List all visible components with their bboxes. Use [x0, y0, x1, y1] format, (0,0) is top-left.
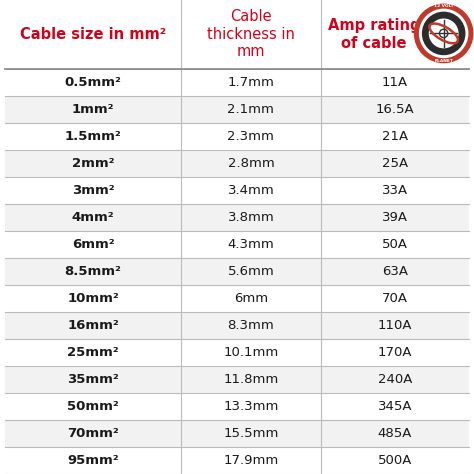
Text: 4.3mm: 4.3mm [228, 238, 274, 251]
Text: Cable size in mm²: Cable size in mm² [20, 27, 166, 42]
Text: 70A: 70A [382, 292, 408, 305]
Bar [5, 285, 469, 312]
Text: 35mm²: 35mm² [67, 373, 119, 386]
Bar [5, 312, 469, 339]
Text: 12 VOLT: 12 VOLT [434, 4, 454, 8]
Text: Cable
thickness in
mm: Cable thickness in mm [207, 9, 295, 59]
Text: 2.8mm: 2.8mm [228, 157, 274, 170]
Text: 2.1mm: 2.1mm [228, 103, 274, 116]
Circle shape [428, 18, 459, 48]
Text: 16mm²: 16mm² [67, 319, 119, 332]
Text: 170A: 170A [378, 346, 412, 359]
Bar [5, 231, 469, 258]
Bar [5, 339, 469, 366]
Text: PLANET: PLANET [434, 59, 453, 63]
Bar [5, 123, 469, 150]
Bar [5, 69, 469, 96]
Text: 25mm²: 25mm² [67, 346, 119, 359]
Bar [5, 366, 469, 393]
Text: 0.5mm²: 0.5mm² [64, 76, 121, 89]
Text: 13.3mm: 13.3mm [223, 400, 279, 413]
Text: 33A: 33A [382, 184, 408, 197]
Text: 10.1mm: 10.1mm [223, 346, 279, 359]
Text: 8.5mm²: 8.5mm² [64, 265, 121, 278]
Text: 1.5mm²: 1.5mm² [64, 130, 121, 143]
Text: Amp rating
of cable: Amp rating of cable [328, 18, 420, 51]
Bar [5, 150, 469, 177]
Text: 240A: 240A [378, 373, 412, 386]
Text: 21A: 21A [382, 130, 408, 143]
Text: 63A: 63A [382, 265, 408, 278]
Bar [5, 447, 469, 474]
Text: 6mm: 6mm [234, 292, 268, 305]
Text: 15.5mm: 15.5mm [223, 427, 279, 440]
Bar [5, 393, 469, 420]
Text: 485A: 485A [378, 427, 412, 440]
Text: 2mm²: 2mm² [72, 157, 114, 170]
Text: 25A: 25A [382, 157, 408, 170]
Text: 16.5A: 16.5A [375, 103, 414, 116]
Text: 70mm²: 70mm² [67, 427, 119, 440]
Circle shape [419, 9, 468, 58]
Text: 6mm²: 6mm² [72, 238, 114, 251]
Text: 3mm²: 3mm² [72, 184, 114, 197]
Bar [5, 177, 469, 204]
Text: 95mm²: 95mm² [67, 454, 119, 467]
Text: 5.6mm: 5.6mm [228, 265, 274, 278]
Circle shape [414, 4, 474, 64]
Bar [5, 96, 469, 123]
Text: 3.8mm: 3.8mm [228, 211, 274, 224]
Text: 2.3mm: 2.3mm [228, 130, 274, 143]
Text: 39A: 39A [382, 211, 408, 224]
Bar [5, 258, 469, 285]
Text: 11A: 11A [382, 76, 408, 89]
Text: 1mm²: 1mm² [72, 103, 114, 116]
Text: 11.8mm: 11.8mm [223, 373, 279, 386]
Text: 345A: 345A [378, 400, 412, 413]
Bar [5, 420, 469, 447]
Text: 17.9mm: 17.9mm [223, 454, 279, 467]
Text: 3.4mm: 3.4mm [228, 184, 274, 197]
Bar [5, 204, 469, 231]
Text: 500A: 500A [378, 454, 412, 467]
Text: 8.3mm: 8.3mm [228, 319, 274, 332]
Text: 1.7mm: 1.7mm [228, 76, 274, 89]
Text: 50A: 50A [382, 238, 408, 251]
Text: 10mm²: 10mm² [67, 292, 119, 305]
Text: 50mm²: 50mm² [67, 400, 119, 413]
Text: 4mm²: 4mm² [72, 211, 114, 224]
Text: 110A: 110A [378, 319, 412, 332]
Circle shape [422, 12, 465, 55]
